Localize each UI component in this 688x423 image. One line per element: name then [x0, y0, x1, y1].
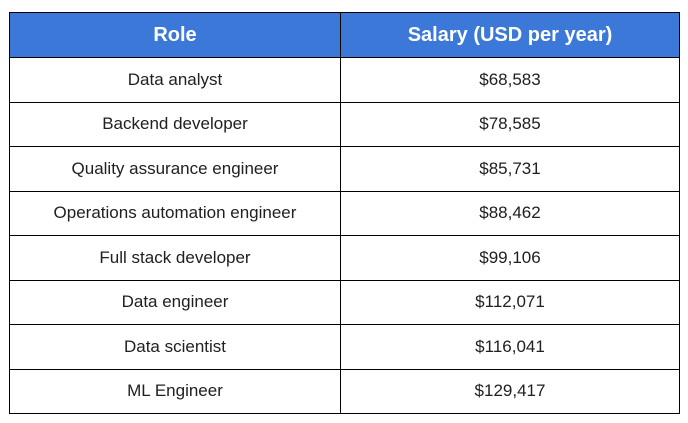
role-cell: ML Engineer — [9, 368, 341, 414]
salary-cell: $129,417 — [340, 368, 680, 414]
table-row: Operations automation engineer $88,462 — [9, 190, 680, 236]
salary-table-container: Role Salary (USD per year) Data analyst … — [9, 12, 680, 414]
salary-cell: $116,041 — [340, 324, 680, 370]
cropped-caption-remnant: ​ — [0, 0, 688, 6]
salary-cell: $85,731 — [340, 146, 680, 192]
role-cell: Data scientist — [9, 324, 341, 370]
role-cell: Data engineer — [9, 279, 341, 325]
role-cell: Backend developer — [9, 101, 341, 147]
salary-cell: $99,106 — [340, 235, 680, 281]
table-row: Quality assurance engineer $85,731 — [9, 146, 680, 192]
salary-cell: $78,585 — [340, 101, 680, 147]
table-row: Data analyst $68,583 — [9, 57, 680, 103]
table-row: Data scientist $116,041 — [9, 324, 680, 370]
table-header-row: Role Salary (USD per year) — [9, 12, 680, 58]
table-row: Backend developer $78,585 — [9, 101, 680, 147]
salary-table: Role Salary (USD per year) Data analyst … — [9, 12, 680, 414]
table-row: Full stack developer $99,106 — [9, 235, 680, 281]
table-row: Data engineer $112,071 — [9, 279, 680, 325]
role-cell: Full stack developer — [9, 235, 341, 281]
salary-cell: $112,071 — [340, 279, 680, 325]
header-role: Role — [9, 12, 341, 58]
salary-cell: $68,583 — [340, 57, 680, 103]
role-cell: Quality assurance engineer — [9, 146, 341, 192]
table-row: ML Engineer $129,417 — [9, 368, 680, 414]
salary-cell: $88,462 — [340, 190, 680, 236]
role-cell: Data analyst — [9, 57, 341, 103]
cropped-caption-text: ​ — [128, 0, 688, 6]
role-cell: Operations automation engineer — [9, 190, 341, 236]
header-salary: Salary (USD per year) — [340, 12, 680, 58]
